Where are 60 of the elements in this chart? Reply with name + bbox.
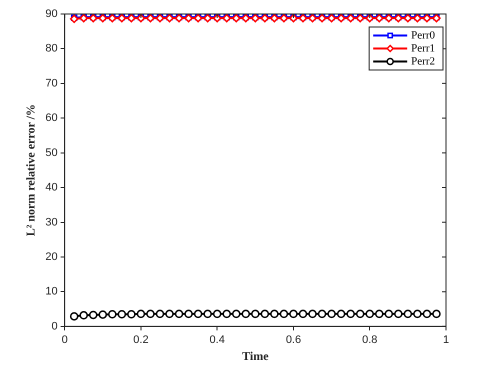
point — [384, 310, 394, 318]
point — [394, 310, 403, 318]
point — [146, 310, 155, 318]
y-tick-label: 10 — [45, 286, 58, 298]
point — [242, 310, 250, 318]
point — [365, 310, 374, 318]
point — [280, 310, 288, 318]
point — [251, 310, 260, 318]
y-tick-label: 0 — [52, 320, 58, 332]
legend-label: Perr2 — [411, 55, 435, 68]
point — [232, 310, 240, 318]
y-axis-title: L² norm relative error /% — [23, 104, 38, 236]
y-tick-label: 80 — [45, 42, 58, 55]
point — [136, 310, 146, 318]
point — [356, 310, 364, 318]
point — [270, 310, 279, 318]
y-tick-label: 20 — [45, 251, 58, 264]
x-tick-label: 0 — [62, 334, 68, 346]
point — [165, 310, 174, 318]
point — [118, 310, 126, 318]
point — [108, 310, 117, 318]
point — [375, 310, 384, 318]
y-tick-label: 90 — [45, 8, 58, 20]
point — [298, 310, 308, 318]
x-tick-label: 0.2 — [133, 334, 149, 346]
legend-label: Perr1 — [411, 42, 435, 54]
y-tick-label: 40 — [45, 182, 58, 194]
point — [260, 310, 270, 318]
point — [413, 310, 422, 318]
x-tick-label: 0.4 — [210, 334, 225, 346]
point — [404, 310, 412, 318]
point — [79, 311, 88, 320]
x-axis-title: Time — [242, 348, 270, 363]
point — [88, 310, 98, 320]
point — [184, 310, 193, 318]
point — [422, 310, 432, 318]
y-tick-label: 50 — [45, 146, 58, 159]
point — [318, 310, 326, 318]
x-tick-label: 0.6 — [286, 334, 302, 346]
point — [212, 310, 222, 318]
point — [308, 310, 317, 318]
point — [174, 310, 184, 318]
point — [156, 310, 164, 318]
y-tick-label: 70 — [45, 77, 58, 90]
x-tick-label: 1 — [442, 334, 450, 346]
y-tick-label: 30 — [45, 216, 58, 228]
point — [203, 310, 212, 318]
x-tick-label: 0.8 — [362, 334, 378, 346]
y-tick-label: 60 — [45, 112, 58, 124]
point — [289, 310, 298, 318]
point — [98, 310, 108, 319]
legend-label: Perr0 — [411, 29, 436, 42]
point — [346, 310, 355, 318]
point — [432, 310, 441, 318]
point — [194, 310, 202, 318]
point — [327, 310, 336, 318]
point — [127, 310, 136, 318]
point — [222, 310, 231, 318]
point — [336, 310, 346, 318]
point — [70, 312, 78, 321]
